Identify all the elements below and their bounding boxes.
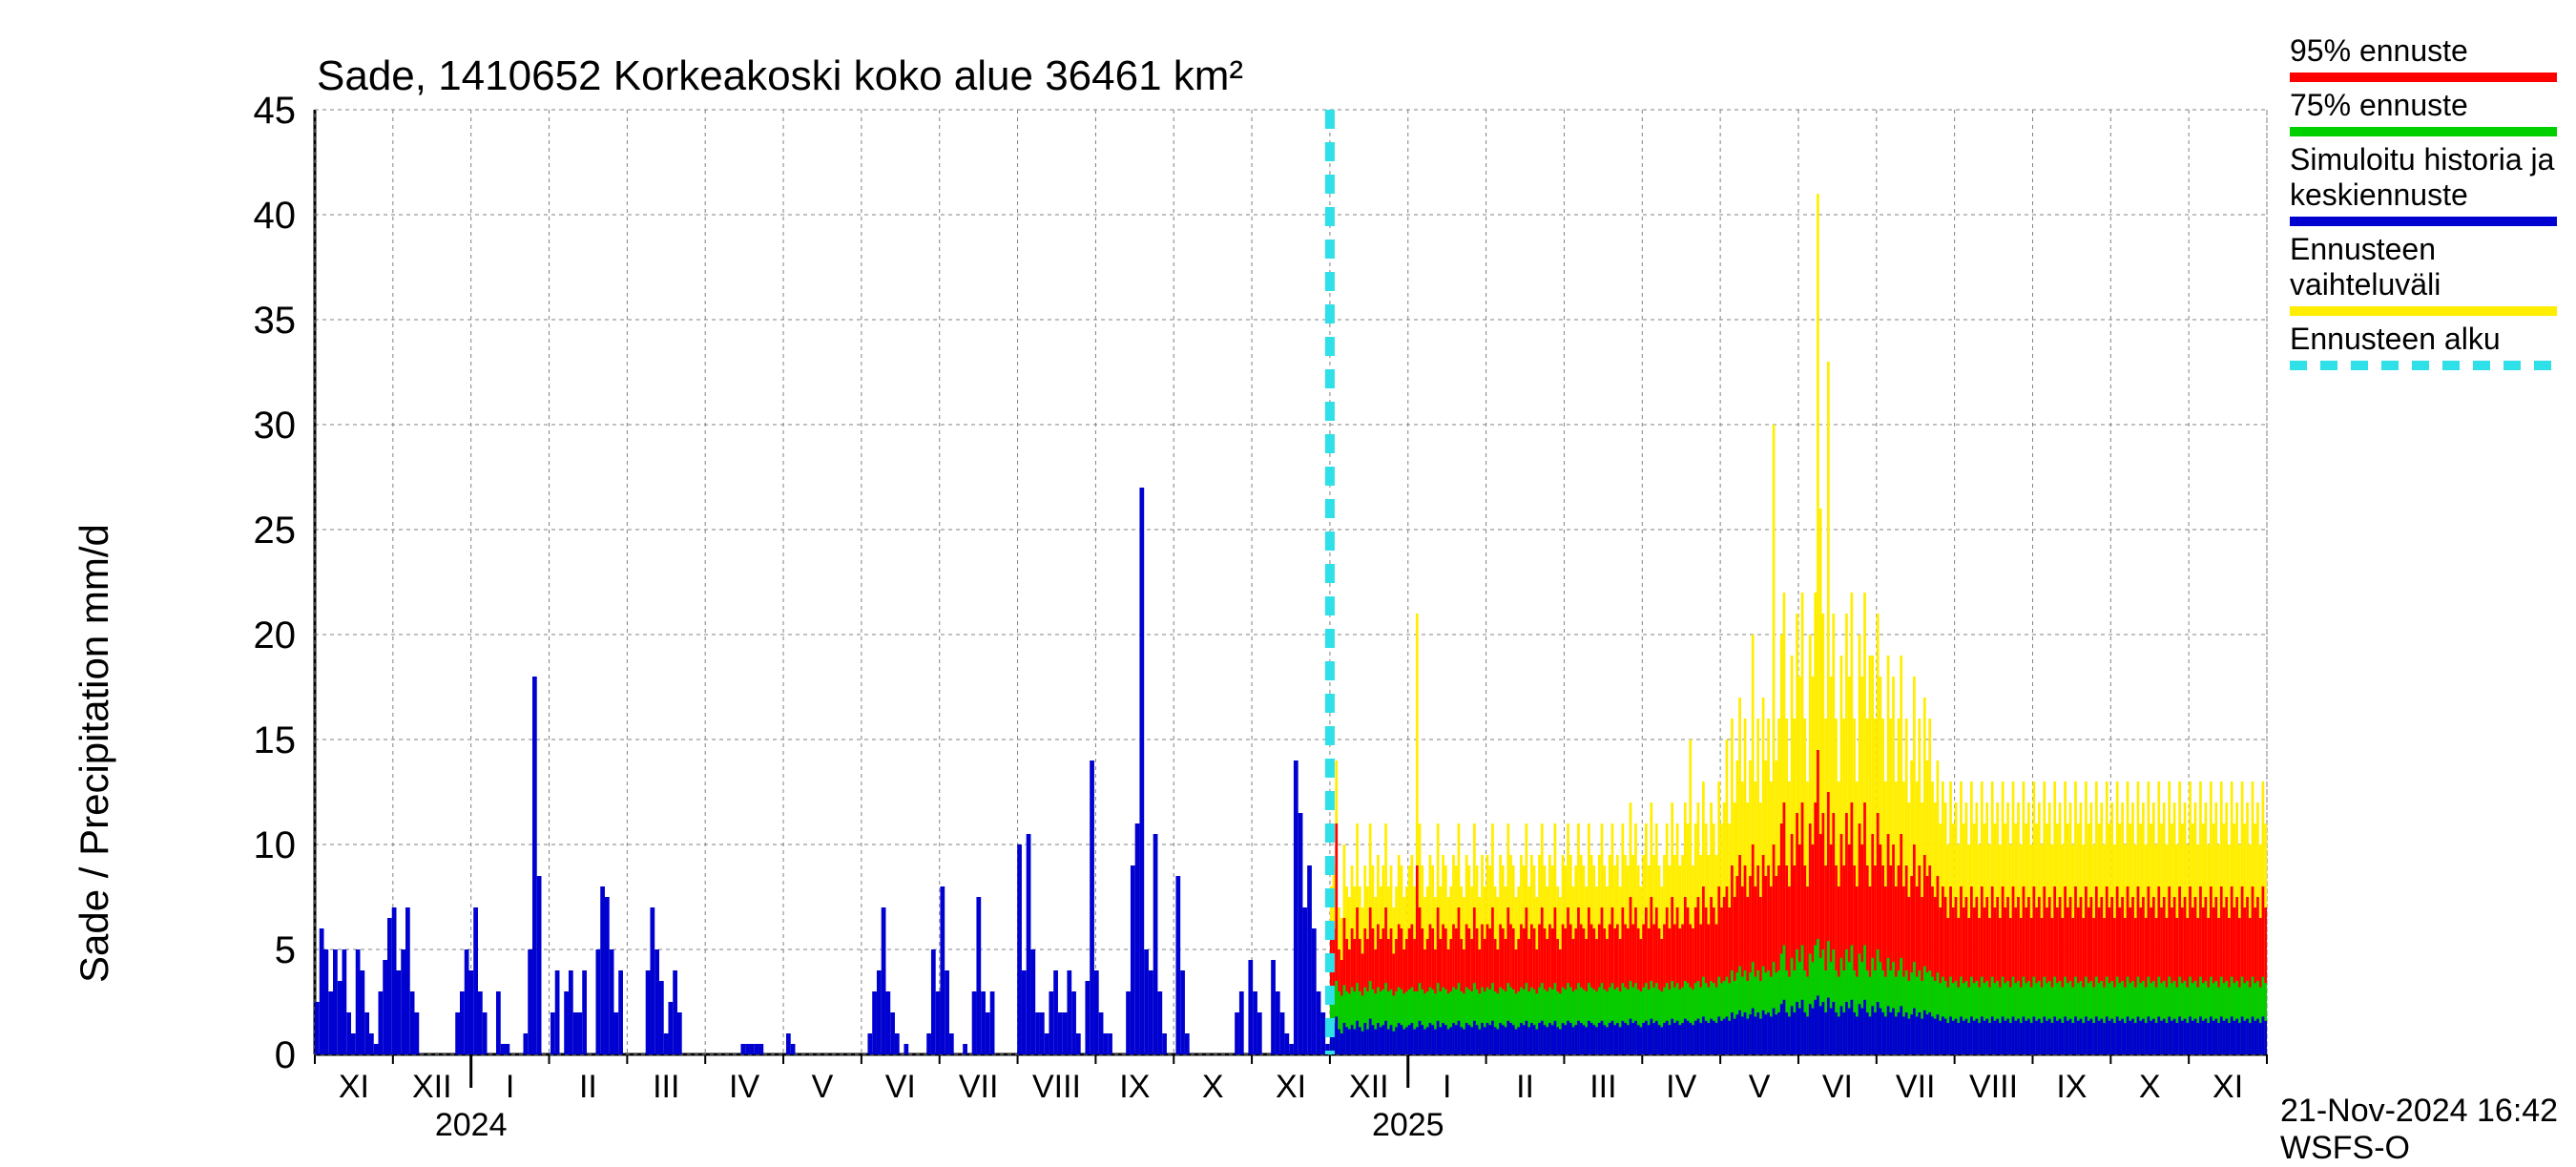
- svg-text:VI: VI: [1822, 1069, 1853, 1105]
- svg-text:VII: VII: [959, 1069, 999, 1105]
- legend-label: 95% ennuste: [2290, 33, 2576, 69]
- svg-text:VIII: VIII: [1032, 1069, 1081, 1105]
- svg-text:45: 45: [254, 90, 297, 132]
- svg-text:XI: XI: [1276, 1069, 1306, 1105]
- svg-text:2025: 2025: [1372, 1107, 1444, 1143]
- plot-svg: 051015202530354045XIXIIIIIIIIIVVVIVIIVII…: [0, 0, 2576, 1145]
- legend-swatch: [2290, 127, 2557, 136]
- legend-swatch: [2290, 306, 2557, 316]
- svg-text:XI: XI: [339, 1069, 369, 1105]
- svg-text:X: X: [2139, 1069, 2161, 1105]
- legend-item: Ennusteen vaihteluväli: [2290, 232, 2576, 316]
- svg-text:V: V: [1749, 1069, 1771, 1105]
- svg-text:30: 30: [254, 405, 297, 447]
- svg-text:20: 20: [254, 615, 297, 656]
- svg-text:IV: IV: [1666, 1069, 1696, 1105]
- legend-item: Simuloitu historia ja keskiennuste: [2290, 142, 2576, 226]
- legend-label: Simuloitu historia ja keskiennuste: [2290, 142, 2576, 213]
- legend-item: 95% ennuste: [2290, 33, 2576, 82]
- legend-item: Ennusteen alku: [2290, 322, 2576, 370]
- svg-text:0: 0: [275, 1034, 296, 1076]
- svg-text:IV: IV: [729, 1069, 759, 1105]
- svg-text:XI: XI: [2212, 1069, 2243, 1105]
- svg-text:5: 5: [275, 929, 296, 971]
- svg-text:XII: XII: [412, 1069, 452, 1105]
- svg-text:I: I: [506, 1069, 514, 1105]
- svg-text:I: I: [1443, 1069, 1451, 1105]
- svg-text:V: V: [812, 1069, 834, 1105]
- svg-text:VII: VII: [1896, 1069, 1936, 1105]
- legend-item: 75% ennuste: [2290, 88, 2576, 136]
- legend-label: 75% ennuste: [2290, 88, 2576, 123]
- svg-text:35: 35: [254, 300, 297, 342]
- svg-text:III: III: [653, 1069, 679, 1105]
- legend-swatch: [2290, 73, 2557, 82]
- svg-text:2024: 2024: [435, 1107, 508, 1143]
- svg-text:II: II: [1516, 1069, 1534, 1105]
- svg-text:IX: IX: [1119, 1069, 1150, 1105]
- legend-label: Ennusteen alku: [2290, 322, 2576, 357]
- legend-swatch: [2290, 217, 2557, 226]
- svg-text:25: 25: [254, 510, 297, 552]
- svg-text:X: X: [1202, 1069, 1224, 1105]
- svg-text:II: II: [579, 1069, 597, 1105]
- svg-text:VIII: VIII: [1969, 1069, 2018, 1105]
- svg-text:15: 15: [254, 719, 297, 761]
- svg-text:III: III: [1589, 1069, 1616, 1105]
- svg-text:XII: XII: [1349, 1069, 1389, 1105]
- legend: 95% ennuste 75% ennuste Simuloitu historia…: [2290, 33, 2576, 376]
- chart-container: Sade, 1410652 Korkeakoski koko alue 3646…: [0, 0, 2576, 1145]
- legend-label: Ennusteen vaihteluväli: [2290, 232, 2576, 302]
- svg-text:IX: IX: [2056, 1069, 2087, 1105]
- timestamp-label: 21-Nov-2024 16:42 WSFS-O: [2280, 1093, 2576, 1167]
- svg-text:40: 40: [254, 195, 297, 237]
- legend-swatch: [2290, 361, 2557, 370]
- svg-text:VI: VI: [885, 1069, 916, 1105]
- svg-text:10: 10: [254, 824, 297, 866]
